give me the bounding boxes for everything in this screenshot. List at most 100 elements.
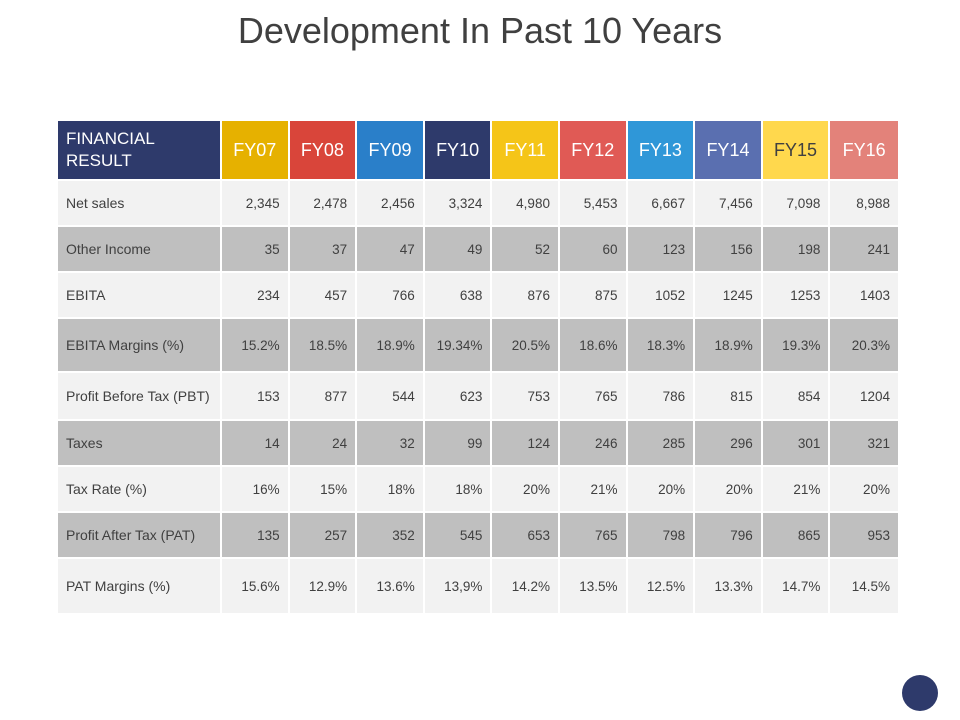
table-row: EBITA 234 457 766 638 876 875 1052 1245 1253 1403 — [58, 273, 898, 319]
table-row: Net sales 2,345 2,478 2,456 3,324 4,980 5,453 6… — [58, 181, 898, 227]
table-row: Other Income 35 37 47 49 52 60 123 156 198 241 — [58, 227, 898, 273]
table-cell: 321 — [830, 421, 898, 467]
table-cell: 12.9% — [289, 559, 358, 615]
table-cell: 47 — [357, 227, 425, 273]
table-cell: 875 — [559, 273, 628, 319]
row-label: EBITA — [58, 273, 222, 319]
row-label: Net sales — [58, 181, 222, 227]
table-row: EBITA Margins (%) 15.2% 18.5% 18.9% 19.34% 20… — [58, 319, 898, 373]
table-cell: 241 — [830, 227, 898, 273]
table-cell: 352 — [357, 513, 425, 559]
table-row: Taxes 14 24 32 99 124 246 285 296 301 321 — [58, 421, 898, 467]
table-row: Tax Rate (%) 16% 15% 18% 18% 20% 21% 20% 20% 21% 2… — [58, 467, 898, 513]
row-label: Profit After Tax (PAT) — [58, 513, 222, 559]
table-cell: 18.5% — [289, 319, 358, 373]
table-cell: 786 — [627, 373, 696, 421]
table-cell: 876 — [492, 273, 560, 319]
year-header: FY14 — [695, 121, 763, 181]
year-header: FY09 — [357, 121, 425, 181]
table-cell: 2,478 — [289, 181, 358, 227]
table-cell: 20% — [492, 467, 560, 513]
year-header: FY16 — [830, 121, 898, 181]
table-row: PAT Margins (%) 15.6% 12.9% 13.6% 13,9% 14.2%… — [58, 559, 898, 615]
table-cell: 37 — [289, 227, 358, 273]
table-cell: 2,345 — [222, 181, 290, 227]
table-cell: 20.5% — [492, 319, 560, 373]
table-cell: 1052 — [627, 273, 696, 319]
table-cell: 234 — [222, 273, 290, 319]
table-cell: 766 — [357, 273, 425, 319]
table-cell: 20.3% — [830, 319, 898, 373]
table-cell: 20% — [830, 467, 898, 513]
table-cell: 18.3% — [627, 319, 696, 373]
table-cell: 35 — [222, 227, 290, 273]
table-cell: 623 — [424, 373, 493, 421]
table-cell: 60 — [559, 227, 628, 273]
table-cell: 3,324 — [424, 181, 493, 227]
row-label: PAT Margins (%) — [58, 559, 222, 615]
table-cell: 13.6% — [357, 559, 425, 615]
row-label: EBITA Margins (%) — [58, 319, 222, 373]
table-cell: 18% — [357, 467, 425, 513]
table-cell: 198 — [762, 227, 831, 273]
table-cell: 877 — [289, 373, 358, 421]
header-label: FINANCIAL RESULT — [58, 121, 222, 181]
table-cell: 257 — [289, 513, 358, 559]
table-cell: 15.2% — [222, 319, 290, 373]
table-cell: 16% — [222, 467, 290, 513]
table-cell: 49 — [424, 227, 493, 273]
table-cell: 13,9% — [424, 559, 493, 615]
table-row: Profit After Tax (PAT) 135 257 352 545 653 765… — [58, 513, 898, 559]
row-label: Other Income — [58, 227, 222, 273]
header-row: FINANCIAL RESULT FY07 FY08 FY09 FY10 FY1… — [58, 121, 898, 181]
year-header: FY15 — [762, 121, 831, 181]
table-cell: 52 — [492, 227, 560, 273]
row-label: Tax Rate (%) — [58, 467, 222, 513]
table-cell: 5,453 — [559, 181, 628, 227]
financial-table: FINANCIAL RESULT FY07 FY08 FY09 FY10 FY1… — [58, 121, 898, 615]
table-cell: 854 — [762, 373, 831, 421]
table-cell: 20% — [695, 467, 763, 513]
table-cell: 13.5% — [559, 559, 628, 615]
table-cell: 865 — [762, 513, 831, 559]
table-cell: 1204 — [830, 373, 898, 421]
navigation-dot[interactable] — [902, 675, 938, 711]
table-cell: 21% — [762, 467, 831, 513]
table-cell: 153 — [222, 373, 290, 421]
table-cell: 296 — [695, 421, 763, 467]
table-cell: 12.5% — [627, 559, 696, 615]
year-header: FY07 — [222, 121, 290, 181]
table-cell: 815 — [695, 373, 763, 421]
table-cell: 796 — [695, 513, 763, 559]
table-cell: 14.5% — [830, 559, 898, 615]
year-header: FY08 — [289, 121, 358, 181]
table-cell: 18.6% — [559, 319, 628, 373]
page-title: Development In Past 10 Years — [237, 10, 723, 51]
year-header: FY12 — [559, 121, 628, 181]
table-cell: 24 — [289, 421, 358, 467]
table-cell: 765 — [559, 513, 628, 559]
table-cell: 7,456 — [695, 181, 763, 227]
table-cell: 20% — [627, 467, 696, 513]
table-cell: 285 — [627, 421, 696, 467]
table-cell: 8,988 — [830, 181, 898, 227]
row-label: Taxes — [58, 421, 222, 467]
table-cell: 246 — [559, 421, 628, 467]
table-cell: 653 — [492, 513, 560, 559]
table-cell: 32 — [357, 421, 425, 467]
table-cell: 123 — [627, 227, 696, 273]
table-row: Profit Before Tax (PBT) 153 877 544 623 753 76… — [58, 373, 898, 421]
table-cell: 99 — [424, 421, 493, 467]
table-cell: 18% — [424, 467, 493, 513]
table-cell: 544 — [357, 373, 425, 421]
table-cell: 638 — [424, 273, 493, 319]
table-cell: 14 — [222, 421, 290, 467]
table-cell: 301 — [762, 421, 831, 467]
table-cell: 6,667 — [627, 181, 696, 227]
table-cell: 135 — [222, 513, 290, 559]
table-cell: 2,456 — [357, 181, 425, 227]
year-header: FY10 — [424, 121, 493, 181]
table-cell: 765 — [559, 373, 628, 421]
table-cell: 1403 — [830, 273, 898, 319]
table-cell: 7,098 — [762, 181, 831, 227]
